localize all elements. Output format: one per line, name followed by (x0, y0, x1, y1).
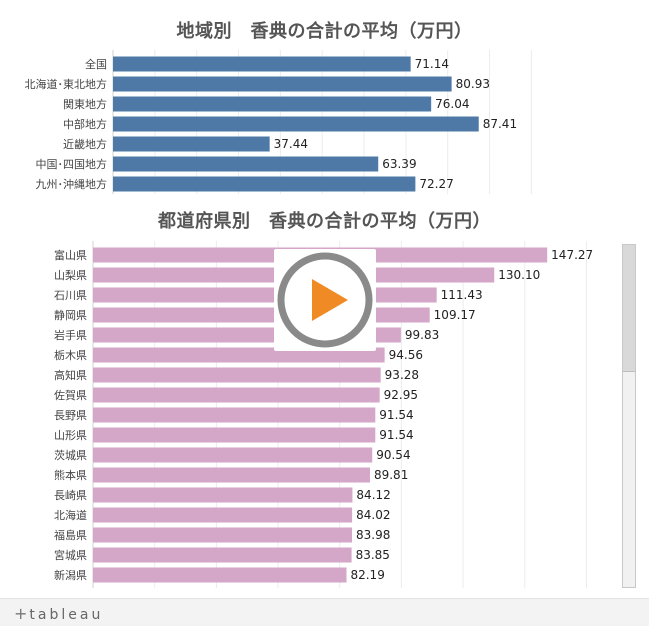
category-label: 長野県 (54, 409, 87, 422)
footer-bar: +tableau (0, 598, 649, 626)
bar[interactable] (93, 387, 380, 403)
category-label: 宮城県 (54, 548, 87, 562)
play-button[interactable] (274, 249, 376, 351)
category-label: 富山県 (54, 248, 87, 262)
region-bar-chart: 全国 71.14 北海道･東北地方 80.93 関東地方 76.04 中部地方 87.41 近畿… (25, 50, 532, 194)
bar[interactable] (93, 527, 352, 543)
bar[interactable] (113, 116, 479, 132)
value-label: 71.14 (415, 57, 449, 71)
chart-title-prefecture: 都道府県別 香典の合計の平均（万円） (158, 211, 491, 232)
category-label: 熊本県 (54, 468, 87, 482)
category-label: 茨城県 (54, 448, 87, 462)
value-label: 91.54 (379, 428, 413, 442)
category-label: 関東地方 (63, 97, 107, 111)
value-label: 93.28 (385, 368, 419, 382)
value-label: 84.12 (356, 488, 390, 502)
bar[interactable] (93, 487, 353, 503)
value-label: 90.54 (376, 448, 410, 462)
bar[interactable] (93, 567, 347, 583)
bar[interactable] (113, 136, 270, 152)
bar[interactable] (113, 76, 452, 92)
category-label: 九州･沖縄地方 (36, 177, 108, 191)
category-label: 静岡県 (54, 308, 87, 322)
category-label: 北海道･東北地方 (25, 77, 108, 91)
tableau-logo[interactable]: +tableau (14, 604, 104, 623)
scrollbar-thumb[interactable] (623, 245, 635, 372)
value-label: 82.19 (350, 568, 384, 582)
category-label: 新潟県 (54, 568, 87, 582)
category-label: 山梨県 (54, 268, 87, 282)
bar[interactable] (113, 56, 411, 72)
category-label: 栃木県 (54, 348, 87, 362)
category-label: 山形県 (54, 429, 87, 442)
category-label: 中部地方 (63, 117, 107, 131)
bar[interactable] (93, 467, 370, 483)
value-label: 92.95 (384, 388, 418, 402)
category-label: 石川県 (54, 289, 87, 302)
value-label: 89.81 (374, 468, 408, 482)
value-label: 111.43 (441, 288, 483, 302)
category-label: 全国 (85, 57, 107, 71)
bar[interactable] (93, 547, 352, 563)
value-label: 99.83 (405, 328, 439, 342)
category-label: 北海道 (54, 508, 87, 522)
category-label: 中国･四国地方 (36, 157, 108, 171)
value-label: 130.10 (498, 268, 540, 282)
bar[interactable] (93, 307, 430, 323)
bar[interactable] (93, 447, 373, 463)
bar[interactable] (93, 407, 376, 423)
value-label: 72.27 (419, 177, 453, 191)
category-label: 佐賀県 (54, 388, 87, 402)
value-label: 83.85 (356, 548, 390, 562)
bar[interactable] (93, 287, 437, 303)
bar[interactable] (113, 176, 416, 192)
value-label: 147.27 (551, 248, 593, 262)
bar[interactable] (93, 507, 353, 523)
value-label: 83.98 (356, 528, 390, 542)
bar[interactable] (113, 156, 379, 172)
play-icon (277, 252, 373, 348)
category-label: 長崎県 (54, 488, 87, 502)
value-label: 91.54 (379, 408, 413, 422)
bar[interactable] (93, 427, 376, 443)
bar[interactable] (113, 96, 432, 112)
category-label: 岩手県 (54, 328, 87, 342)
value-label: 76.04 (435, 97, 469, 111)
category-label: 福島県 (54, 528, 87, 542)
value-label: 80.93 (456, 77, 490, 91)
value-label: 63.39 (382, 157, 416, 171)
value-label: 87.41 (483, 117, 517, 131)
value-label: 37.44 (274, 137, 308, 151)
chart-title-region: 地域別 香典の合計の平均（万円） (176, 21, 473, 42)
value-label: 94.56 (389, 348, 423, 362)
vertical-scrollbar[interactable] (622, 244, 636, 588)
value-label: 84.02 (356, 508, 390, 522)
bar[interactable] (93, 347, 385, 363)
bar[interactable] (93, 367, 381, 383)
category-label: 近畿地方 (63, 137, 107, 151)
category-label: 高知県 (54, 368, 87, 382)
prefecture-bar-chart: 富山県 147.27 山梨県 130.10 石川県 111.43 静岡県 109.17 岩手県 9… (54, 241, 593, 588)
value-label: 109.17 (434, 308, 476, 322)
